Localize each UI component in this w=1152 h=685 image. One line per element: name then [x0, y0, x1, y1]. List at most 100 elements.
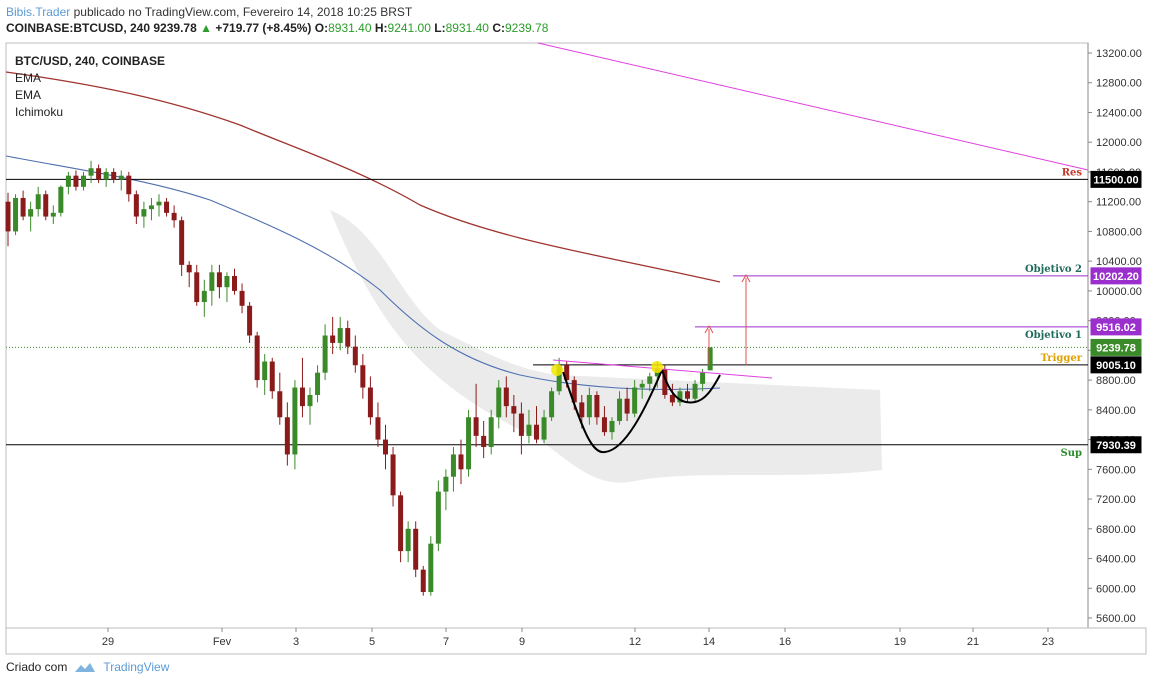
tradingview-brand[interactable]: TradingView: [103, 660, 170, 674]
candle-body: [511, 406, 517, 414]
close-label: C:: [492, 21, 505, 35]
candle-body: [639, 383, 645, 388]
price-tick-label: 6800.00: [1096, 524, 1136, 536]
candle-body: [73, 175, 79, 187]
candles: [5, 160, 713, 596]
price-tick-label: 13200.00: [1096, 48, 1142, 60]
candle-body: [141, 209, 147, 217]
indicator-ema-2[interactable]: EMA: [15, 88, 42, 102]
candle-body: [254, 335, 260, 381]
price-axis[interactable]: 13200.0012800.0012400.0012000.0011600.00…: [1088, 48, 1142, 625]
candle-body: [518, 413, 524, 436]
time-axis[interactable]: 29 Fev 3 5 7 9 12 14 16 19 21 23: [102, 628, 1054, 648]
close-value: 9239.78: [504, 21, 549, 35]
indicator-ema-1[interactable]: EMA: [15, 71, 42, 85]
candle-body: [692, 383, 698, 399]
candle-body: [148, 205, 154, 210]
time-tick-label: 14: [703, 636, 715, 648]
time-tick-label: 7: [443, 636, 449, 648]
publish-info: publicado no TradingView.com, Fevereiro …: [73, 5, 413, 19]
candle-body: [609, 420, 615, 433]
marker-dot: [651, 361, 663, 373]
time-tick-label: 23: [1042, 636, 1054, 648]
candle-body: [420, 569, 426, 592]
candle-body: [5, 201, 11, 232]
time-tick-label: Fev: [213, 636, 232, 648]
low-value: 8931.40: [445, 21, 489, 35]
candle-body: [443, 476, 449, 492]
candle-body: [88, 168, 94, 176]
candle-body: [156, 201, 162, 206]
change-value: +719.77 (+8.45%): [215, 21, 312, 35]
candle-body: [292, 387, 298, 455]
publish-line: Bibis.Trader publicado no TradingView.co…: [6, 4, 548, 20]
level-labels: Res Objetivo 2 Objetivo 1 Trigger Sup 11500.0…: [1025, 167, 1142, 459]
target-1-label: Objetivo 1: [1025, 330, 1082, 341]
indicator-legend: BTC/USD, 240, COINBASE EMA EMA Ichimoku: [15, 53, 165, 121]
candle-body: [269, 361, 275, 392]
price-tick-label: 5600.00: [1096, 613, 1136, 625]
candle-body: [700, 372, 706, 384]
candle-body: [284, 417, 290, 455]
candle-body: [662, 368, 668, 395]
candle-body: [503, 387, 509, 407]
candle-body: [367, 387, 373, 418]
candle-body: [466, 417, 472, 470]
indicator-ichimoku[interactable]: Ichimoku: [15, 105, 64, 119]
price-tick-label: 8400.00: [1096, 405, 1136, 417]
candle-body: [299, 387, 305, 407]
arrow-head: [704, 324, 714, 334]
candle-body: [564, 365, 570, 381]
price-tick-label: 11200.00: [1096, 197, 1141, 209]
candle-body: [330, 335, 336, 343]
support-price: 7930.39: [1096, 440, 1136, 452]
candle-body: [201, 290, 207, 303]
arrow-head: [741, 273, 751, 283]
time-tick-label: 19: [894, 636, 906, 648]
candle-body: [586, 394, 592, 418]
series-title: BTC/USD, 240, COINBASE: [15, 54, 166, 68]
candle-body: [617, 398, 623, 421]
candle-body: [534, 424, 539, 440]
candle-body: [307, 394, 313, 407]
candle-body: [526, 424, 532, 436]
candle-body: [677, 391, 683, 403]
candle-body: [352, 346, 358, 366]
ema-short-line: [5, 155, 721, 391]
trigger-price: 9005.10: [1096, 360, 1136, 372]
symbol-label: COINBASE:BTCUSD, 240: [6, 21, 151, 35]
candle-body: [435, 491, 441, 544]
time-tick-label: 9: [519, 636, 525, 648]
chart-frame: [5, 42, 1147, 655]
price-tick-label: 10000.00: [1096, 286, 1142, 298]
open-label: O:: [314, 21, 329, 35]
candle-body: [118, 175, 124, 180]
time-tick-label: 3: [293, 636, 299, 648]
candle-body: [594, 394, 600, 418]
level-lines: [6, 178, 1088, 446]
candle-body: [35, 194, 41, 210]
ichimoku-cloud: [330, 210, 882, 483]
candle-body: [707, 347, 713, 371]
cloud-area: [330, 210, 882, 483]
candle-body: [496, 387, 502, 418]
target-1-price: 9516.02: [1096, 322, 1136, 334]
candle-body: [58, 186, 64, 213]
candle-body: [43, 194, 49, 217]
trigger-price-box: [1090, 356, 1142, 374]
candle-body: [209, 272, 215, 291]
time-tick-label: 16: [779, 636, 791, 648]
footer: Criado com TradingView: [6, 660, 169, 674]
time-tick-label: 29: [102, 636, 114, 648]
candle-body: [398, 495, 404, 552]
price-tick-label: 7200.00: [1096, 494, 1136, 506]
ema-lines: [5, 71, 721, 391]
author-link[interactable]: Bibis.Trader: [6, 5, 71, 19]
price-tick-label: 10400.00: [1096, 256, 1142, 268]
candle-body: [458, 454, 464, 470]
time-tick-label: 5: [369, 636, 375, 648]
high-label: H:: [374, 21, 388, 35]
candle-body: [239, 290, 245, 306]
time-tick-label: 21: [967, 636, 979, 648]
